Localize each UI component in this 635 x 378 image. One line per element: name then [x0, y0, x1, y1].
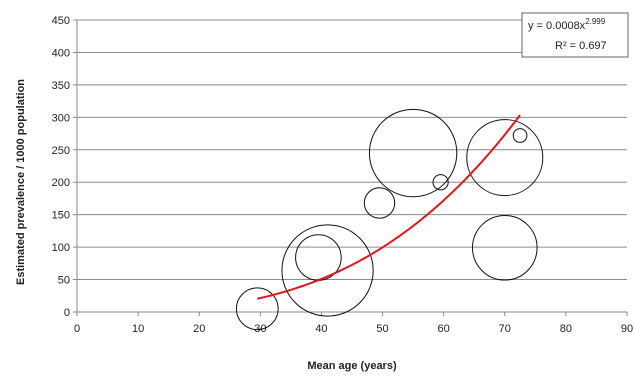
x-tick-label: 10 [132, 323, 144, 335]
equation-label: y = 0.0008x2.999 [528, 17, 606, 32]
x-axis-ticks: 0 10 20 30 40 50 60 70 80 90 [74, 312, 633, 335]
x-tick-label: 50 [376, 323, 388, 335]
y-tick-label: 250 [52, 145, 70, 157]
x-tick-label: 90 [621, 323, 633, 335]
equation-box: y = 0.0008x2.999 R² = 0.697 [521, 12, 629, 58]
y-tick-label: 300 [52, 112, 70, 124]
x-tick-label: 80 [560, 323, 572, 335]
y-tick-label: 400 [52, 47, 70, 59]
bubble [512, 128, 528, 143]
x-tick-label: 20 [193, 323, 205, 335]
power-trendline [257, 114, 521, 300]
x-tick-label: 0 [74, 323, 80, 335]
y-tick-label: 450 [52, 15, 70, 27]
bubble [471, 214, 538, 281]
y-axis-title: Estimated prevalence / 1000 population [15, 79, 27, 285]
y-tick-label: 0 [64, 307, 70, 319]
bubbles-series [235, 108, 544, 331]
bubble [432, 174, 449, 191]
y-tick-label: 200 [52, 177, 70, 189]
bubble [466, 119, 544, 197]
x-axis-title: Mean age (years) [307, 360, 397, 372]
x-tick-label: 60 [438, 323, 450, 335]
bubble [235, 287, 279, 331]
y-tick-label: 50 [58, 275, 70, 287]
bubble [281, 224, 374, 317]
bubble [363, 187, 396, 219]
y-tick-label: 350 [52, 80, 70, 92]
y-tick-label: 100 [52, 242, 70, 254]
x-tick-label: 70 [499, 323, 511, 335]
y-tick-label: 150 [52, 210, 70, 222]
r-squared-label: R² = 0.697 [555, 40, 607, 52]
gridlines [77, 19, 627, 281]
x-tick-label: 40 [315, 323, 327, 335]
y-axis-ticks: 0 50 100 150 200 250 300 350 400 450 [52, 15, 77, 319]
bubble [368, 108, 458, 198]
